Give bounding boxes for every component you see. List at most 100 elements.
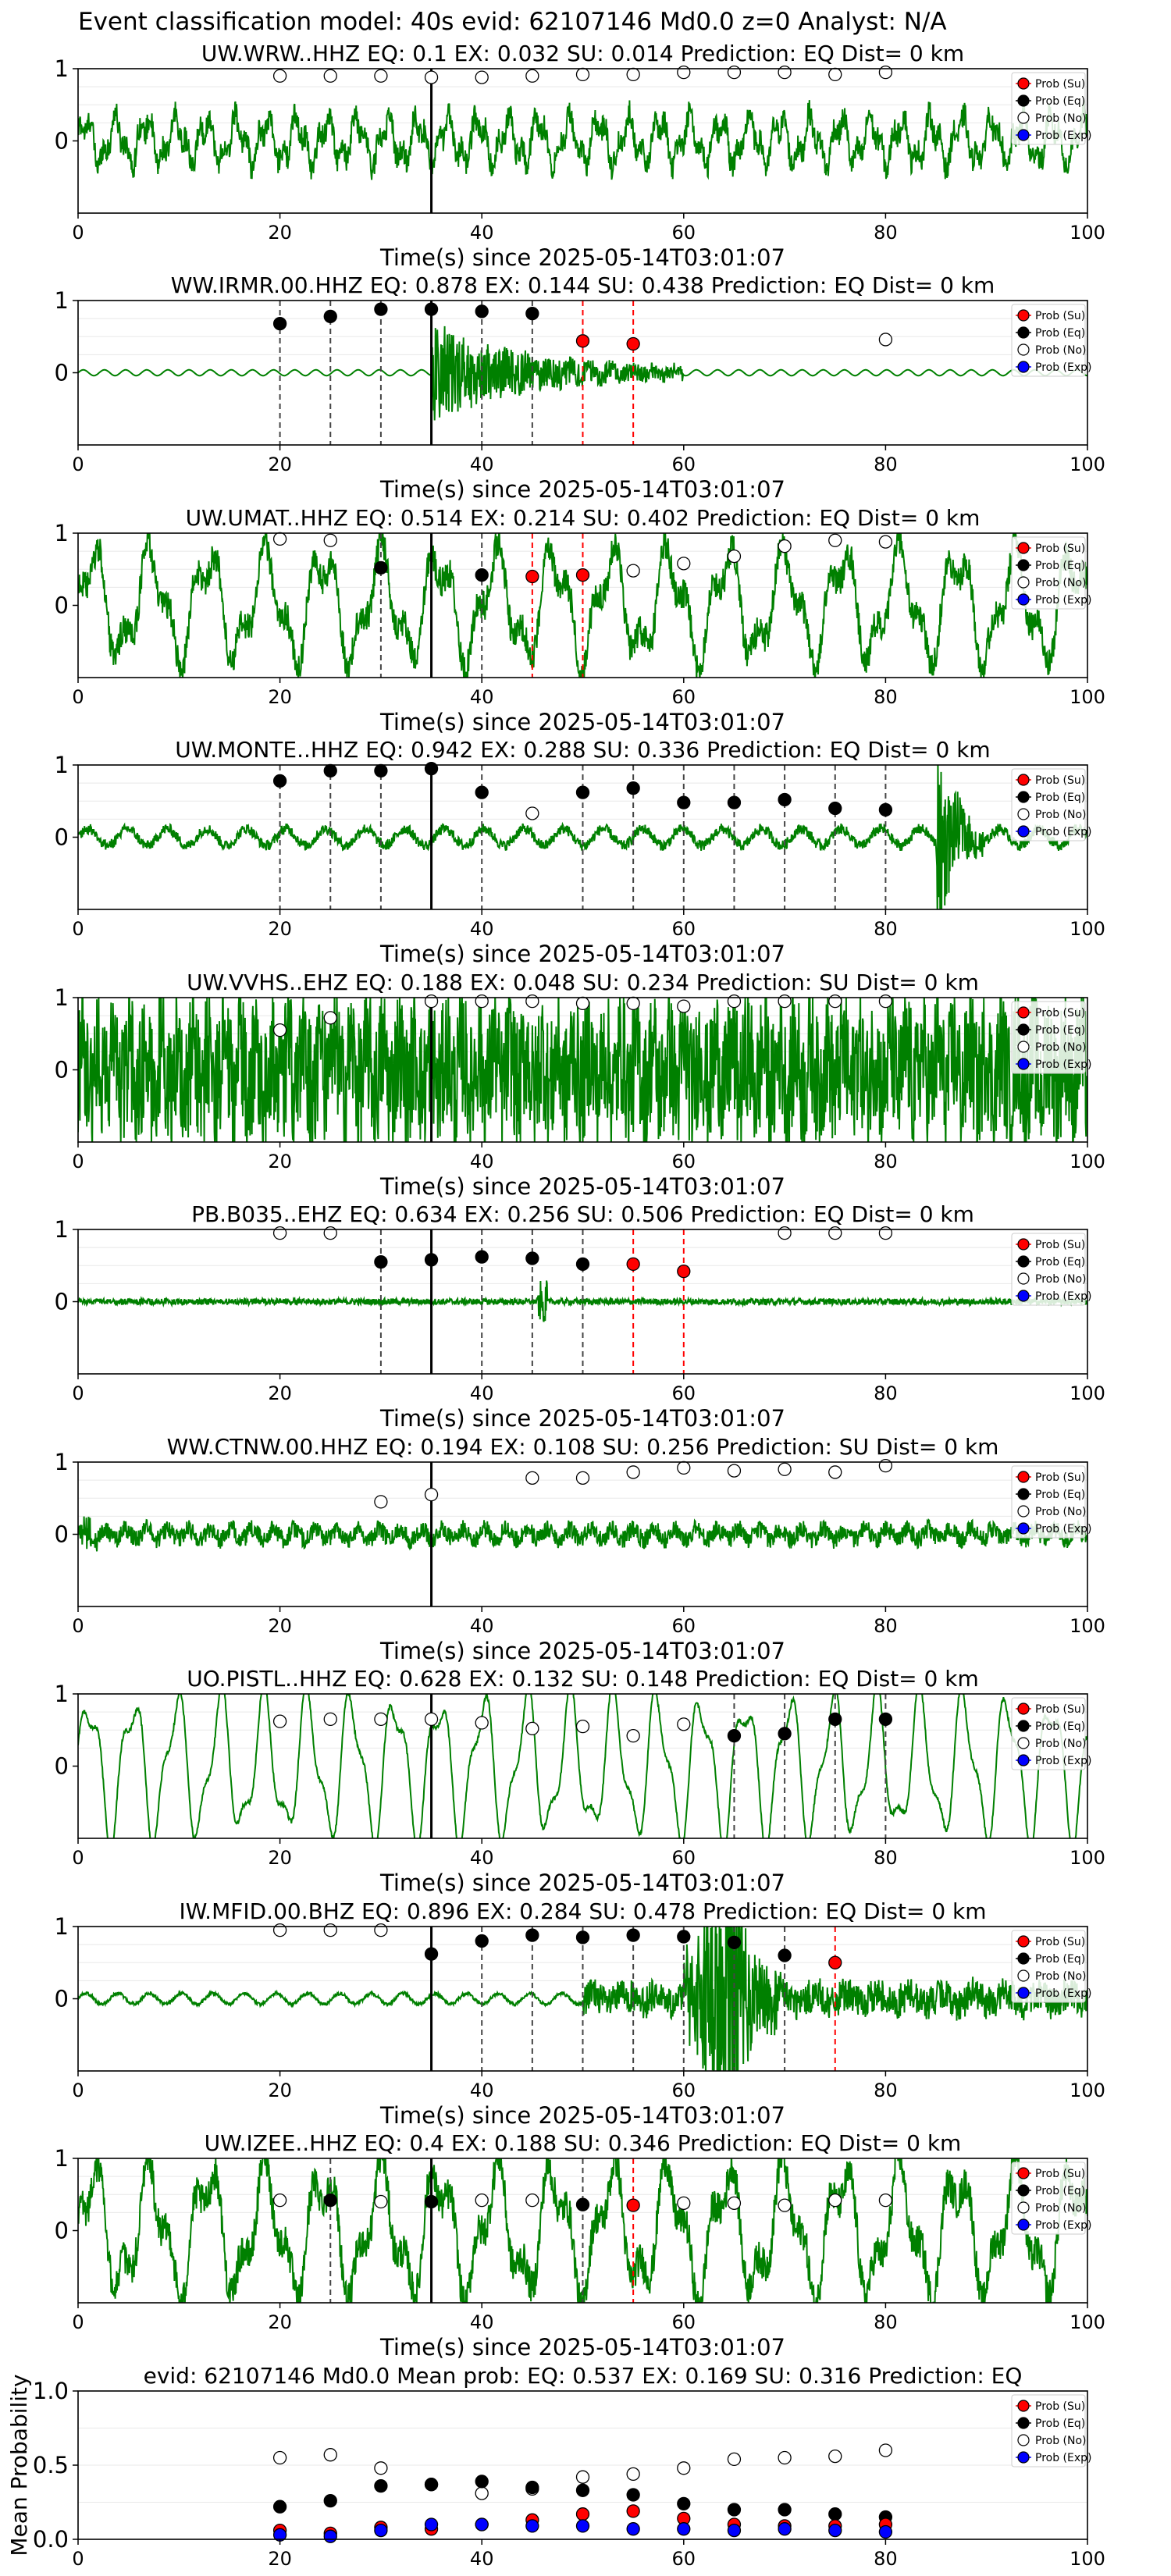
- x-tick-label: 80: [874, 1382, 898, 1404]
- legend-label: Prob (No): [1035, 577, 1087, 589]
- prob-point-no: [575, 1471, 590, 1485]
- panel-title: IW.MFID.00.BHZ EQ: 0.896 EX: 0.284 SU: 0…: [179, 1898, 986, 1924]
- x-tick-label: 20: [268, 2311, 292, 2333]
- legend-box: [1011, 1930, 1086, 2003]
- legend-label: Prob (Su): [1035, 2400, 1085, 2413]
- legend-label: Prob (No): [1035, 809, 1087, 821]
- x-tick-label: 20: [268, 1615, 292, 1637]
- prob-point-eq: [575, 2197, 590, 2211]
- x-tick-label: 20: [268, 918, 292, 940]
- x-axis-label: Time(s) since 2025-05-14T03:01:07: [379, 2334, 785, 2361]
- legend-label: Prob (No): [1035, 1273, 1087, 1286]
- legend-marker-exp: [1017, 1290, 1030, 1302]
- mean-prob-point-no: [727, 2452, 742, 2467]
- prob-point-no: [374, 1495, 388, 1509]
- x-tick-label: 100: [1070, 2080, 1105, 2101]
- legend-marker-eq: [1017, 791, 1030, 803]
- x-tick-label: 0: [72, 2548, 84, 2570]
- mean-prob-point-no: [828, 2449, 842, 2464]
- x-tick-label: 0: [72, 222, 84, 244]
- legend-marker-eq: [1017, 2184, 1030, 2197]
- waveform-trace: [78, 326, 1087, 421]
- prob-point-no: [272, 532, 287, 546]
- prob-point-eq: [575, 785, 590, 799]
- prob-point-no: [828, 1465, 842, 1479]
- y-tick-label: 0.5: [33, 2452, 69, 2478]
- x-tick-label: 80: [874, 2311, 898, 2333]
- y-tick-label: 1: [55, 984, 69, 1011]
- prob-point-no: [778, 539, 792, 553]
- x-tick-label: 40: [470, 2548, 494, 2570]
- legend-marker-no: [1017, 2201, 1030, 2214]
- mean-prob-point-exp: [525, 2519, 539, 2533]
- legend-marker-eq: [1017, 1488, 1030, 1500]
- x-tick-label: 20: [268, 2080, 292, 2101]
- prob-point-no: [575, 67, 590, 82]
- legend-label: Prob (Eq): [1035, 1024, 1085, 1037]
- x-tick-label: 40: [470, 2080, 494, 2101]
- x-tick-label: 80: [874, 454, 898, 475]
- panel-11: evid: 62107146 Md0.0 Mean prob: EQ: 0.53…: [6, 2363, 1105, 2570]
- prob-point-no: [272, 1226, 287, 1240]
- y-tick-label: 0: [55, 1057, 69, 1083]
- x-tick-label: 0: [72, 918, 84, 940]
- legend-label: Prob (Exp): [1035, 1987, 1092, 2000]
- x-tick-label: 0: [72, 2080, 84, 2101]
- prob-point-eq: [525, 1928, 539, 1942]
- prob-point-no: [525, 2193, 539, 2208]
- prob-point-eq: [374, 560, 388, 575]
- x-tick-label: 20: [268, 454, 292, 475]
- mean-prob-point-exp: [778, 2522, 792, 2536]
- prob-point-no: [878, 535, 893, 549]
- mean-prob-point-eq: [424, 2478, 439, 2492]
- mean-prob-point-no: [878, 2443, 893, 2457]
- x-tick-label: 0: [72, 1615, 84, 1637]
- x-tick-label: 40: [470, 222, 494, 244]
- x-tick-label: 80: [874, 2548, 898, 2570]
- mean-prob-point-eq: [575, 2483, 590, 2497]
- x-tick-label: 0: [72, 1382, 84, 1404]
- x-tick-label: 20: [268, 1382, 292, 1404]
- panel-title: evid: 62107146 Md0.0 Mean prob: EQ: 0.53…: [144, 2363, 1023, 2389]
- prob-point-eq: [424, 2194, 439, 2209]
- legend-marker-exp: [1017, 825, 1030, 838]
- mean-prob-point-eq: [828, 2507, 842, 2521]
- prob-point-eq: [374, 302, 388, 316]
- panel-2: WW.IRMR.00.HHZ EQ: 0.878 EX: 0.144 SU: 0…: [55, 272, 1105, 503]
- prob-point-no: [727, 1464, 742, 1478]
- legend-label: Prob (No): [1035, 1506, 1087, 1518]
- prob-point-su: [575, 334, 590, 348]
- prob-point-no: [878, 1458, 893, 1473]
- x-tick-label: 40: [470, 1382, 494, 1404]
- x-tick-label: 60: [672, 1151, 696, 1172]
- mean-prob-point-eq: [778, 2503, 792, 2517]
- panel-title: WW.CTNW.00.HHZ EQ: 0.194 EX: 0.108 SU: 0…: [167, 1434, 999, 1460]
- prob-point-eq: [475, 568, 489, 582]
- prob-point-no: [727, 65, 742, 80]
- legend-label: Prob (No): [1035, 2435, 1087, 2447]
- panel-5: UW.VVHS..EHZ EQ: 0.188 EX: 0.048 SU: 0.2…: [55, 970, 1105, 1200]
- x-tick-label: 80: [874, 1847, 898, 1869]
- legend-label: Prob (Su): [1035, 774, 1085, 787]
- prob-point-eq: [424, 302, 439, 316]
- x-tick-label: 40: [470, 918, 494, 940]
- panel-title: UW.IZEE..HHZ EQ: 0.4 EX: 0.188 SU: 0.346…: [205, 2130, 962, 2156]
- legend-box: [1011, 72, 1086, 145]
- legend-label: Prob (No): [1035, 1970, 1087, 1983]
- x-tick-label: 40: [470, 454, 494, 475]
- mean-prob-point-eq: [323, 2493, 337, 2508]
- prob-point-no: [778, 1462, 792, 1476]
- prob-point-no: [475, 994, 489, 1009]
- prob-point-no: [323, 69, 337, 83]
- legend-marker-no: [1017, 1737, 1030, 1749]
- x-axis-label: Time(s) since 2025-05-14T03:01:07: [379, 2102, 785, 2129]
- prob-point-no: [828, 67, 842, 82]
- y-tick-label: 0: [55, 2218, 69, 2244]
- legend-label: Prob (Exp): [1035, 130, 1092, 142]
- prob-point-su: [626, 2198, 640, 2212]
- mean-prob-point-no: [475, 2486, 489, 2500]
- prob-point-no: [778, 2198, 792, 2212]
- prob-point-no: [424, 1712, 439, 1727]
- mean-prob-point-exp: [626, 2522, 640, 2536]
- x-tick-label: 100: [1070, 2311, 1105, 2333]
